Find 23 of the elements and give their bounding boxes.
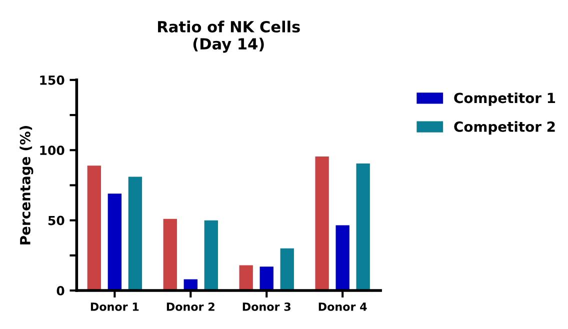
x-tick-label: Donor 3 [242, 302, 290, 311]
y-tick-label: 100 [40, 146, 64, 156]
bar [260, 266, 274, 291]
bar [280, 248, 294, 291]
bar [336, 225, 350, 291]
bar [356, 163, 370, 291]
bar [163, 218, 177, 291]
legend-label: Competitor 2 [454, 121, 555, 135]
y-axis-title: Percentage (%) [20, 126, 34, 244]
x-tick-label: Donor 4 [318, 302, 367, 311]
chart-title: Ratio of NK Cells (Day 14) [158, 20, 300, 53]
bar [204, 220, 218, 291]
bar [128, 176, 142, 291]
x-tick-label: Donor 1 [90, 302, 139, 311]
bar [87, 166, 101, 291]
bar [239, 265, 253, 291]
legend-label: Competitor 1 [454, 92, 556, 106]
y-tick-label: 0 [56, 286, 64, 296]
y-tick-label: 50 [48, 216, 64, 226]
y-tick-label: 150 [40, 75, 64, 85]
bar [108, 194, 122, 291]
bar [315, 156, 329, 291]
x-tick-label: Donor 2 [166, 302, 214, 311]
